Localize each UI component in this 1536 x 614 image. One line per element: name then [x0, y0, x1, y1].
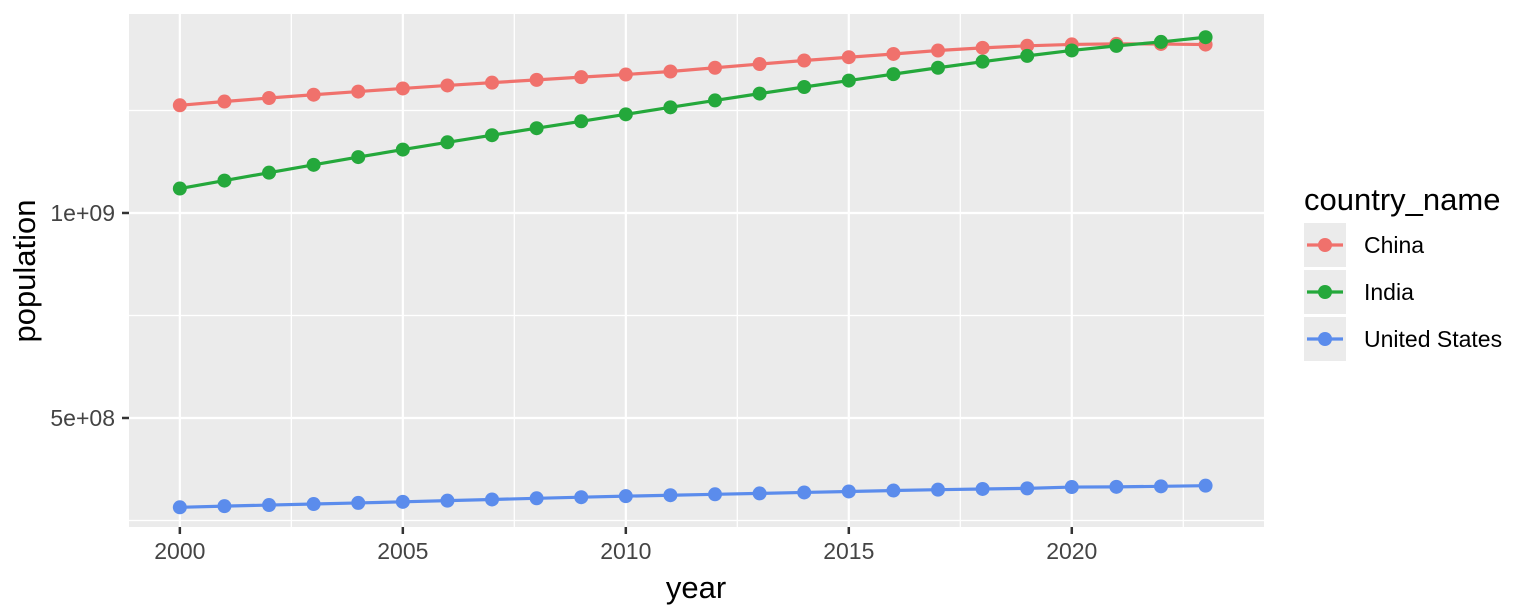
panel-background — [129, 14, 1264, 527]
data-point-united-states-2016 — [886, 483, 901, 498]
data-point-china-2009 — [574, 70, 589, 85]
y-tick-label: 5e+08 — [50, 405, 115, 431]
data-point-united-states-2023 — [1198, 478, 1213, 493]
data-point-india-2007 — [485, 128, 500, 143]
y-axis-title: population — [7, 199, 42, 343]
data-point-india-2021 — [1109, 38, 1124, 53]
data-point-china-2011 — [663, 64, 678, 79]
data-point-china-2003 — [306, 87, 321, 102]
data-point-india-2010 — [618, 107, 633, 122]
legend-key-line-point-icon — [1304, 223, 1346, 267]
x-axis-title: year — [665, 570, 727, 605]
data-point-united-states-2003 — [306, 497, 321, 512]
data-point-china-2018 — [975, 40, 990, 55]
data-point-china-2000 — [172, 98, 187, 113]
data-point-india-2016 — [886, 67, 901, 82]
data-point-india-2006 — [440, 135, 455, 150]
data-point-india-2022 — [1153, 34, 1168, 49]
data-point-united-states-2006 — [440, 493, 455, 508]
data-point-united-states-2020 — [1064, 480, 1079, 495]
data-point-china-2016 — [886, 46, 901, 61]
data-point-united-states-2017 — [930, 482, 945, 497]
legend: country_name China India United States — [1304, 184, 1502, 364]
legend-entry-india: India — [1304, 270, 1502, 314]
x-tick-label: 2000 — [154, 538, 205, 564]
legend-entry-label: India — [1364, 278, 1414, 305]
data-point-india-2011 — [663, 100, 678, 115]
x-tick-label: 2010 — [600, 538, 651, 564]
data-point-united-states-2009 — [574, 490, 589, 505]
data-point-india-2008 — [529, 121, 544, 136]
legend-title: country_name — [1304, 182, 1501, 217]
legend-key-line-point-icon — [1304, 317, 1346, 361]
data-point-united-states-2008 — [529, 491, 544, 506]
data-point-india-2003 — [306, 157, 321, 172]
data-point-china-2019 — [1020, 38, 1035, 53]
data-point-united-states-2019 — [1020, 481, 1035, 496]
data-point-united-states-2005 — [395, 494, 410, 509]
legend-key-line-point-icon — [1304, 270, 1346, 314]
data-point-india-2009 — [574, 114, 589, 129]
data-point-china-2007 — [485, 75, 500, 90]
data-point-united-states-2014 — [797, 485, 812, 500]
data-point-china-2013 — [752, 57, 767, 72]
series-line-united-states — [179, 484, 1206, 509]
data-point-united-states-2013 — [752, 486, 767, 501]
legend-entry-china: China — [1304, 223, 1502, 267]
data-point-united-states-2010 — [618, 489, 633, 504]
data-point-india-2014 — [797, 80, 812, 95]
data-point-china-2001 — [217, 94, 232, 109]
data-point-united-states-2021 — [1109, 479, 1124, 494]
x-tick-label: 2015 — [823, 538, 874, 564]
data-point-india-2018 — [975, 54, 990, 69]
data-point-united-states-2007 — [485, 492, 500, 507]
data-point-united-states-2011 — [663, 488, 678, 503]
legend-entry-label: China — [1364, 231, 1425, 258]
data-point-china-2002 — [262, 91, 277, 106]
data-point-united-states-2000 — [172, 500, 187, 515]
data-point-india-2002 — [262, 165, 277, 180]
data-point-india-2013 — [752, 86, 767, 101]
data-point-united-states-2002 — [262, 498, 277, 513]
data-point-united-states-2022 — [1153, 479, 1168, 494]
data-point-india-2015 — [841, 73, 856, 88]
data-point-india-2004 — [351, 150, 366, 165]
data-point-china-2014 — [797, 53, 812, 68]
x-tick-label: 2020 — [1046, 538, 1097, 564]
data-point-china-2010 — [618, 67, 633, 82]
data-point-united-states-2015 — [841, 484, 856, 499]
x-tick-label: 2005 — [377, 538, 428, 564]
data-point-china-2012 — [708, 60, 723, 75]
data-point-united-states-2012 — [708, 487, 723, 502]
y-tick-label: 1e+09 — [50, 200, 115, 226]
data-point-china-2004 — [351, 84, 366, 99]
data-point-united-states-2001 — [217, 499, 232, 514]
data-point-india-2023 — [1198, 30, 1213, 45]
data-point-india-2019 — [1020, 48, 1035, 63]
data-point-china-2017 — [930, 43, 945, 58]
data-point-china-2008 — [529, 72, 544, 87]
data-point-india-2012 — [708, 93, 723, 108]
data-point-china-2005 — [395, 81, 410, 96]
series-line-india — [179, 35, 1206, 191]
series-line-china — [179, 42, 1206, 107]
data-point-india-2005 — [395, 142, 410, 157]
data-point-united-states-2004 — [351, 495, 366, 510]
data-point-china-2006 — [440, 78, 455, 93]
data-point-india-2001 — [217, 173, 232, 188]
legend-entry-united-states: United States — [1304, 317, 1502, 361]
data-point-india-2020 — [1064, 43, 1079, 58]
data-point-india-2000 — [172, 181, 187, 196]
data-point-united-states-2018 — [975, 481, 990, 496]
legend-entry-label: United States — [1364, 325, 1503, 352]
data-point-china-2015 — [841, 50, 856, 65]
data-point-india-2017 — [930, 60, 945, 75]
